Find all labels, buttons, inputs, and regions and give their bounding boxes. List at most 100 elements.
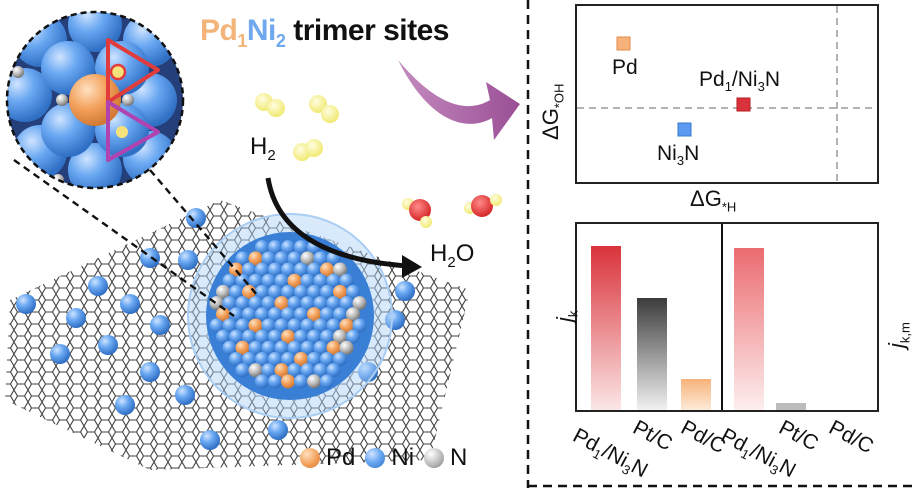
n-atom: [346, 307, 360, 322]
ni-atom: [287, 251, 302, 266]
ni-atom: [235, 273, 250, 288]
n-atom: [52, 174, 64, 186]
title-suffix: trimer sites: [293, 14, 449, 47]
ni-atom: [287, 296, 302, 311]
bar-chart-canvas: [591, 224, 806, 410]
scatter-label-pd1ni3n: Pd1/Ni3N: [699, 68, 780, 95]
trimer-site-triangle-1: [106, 38, 160, 104]
pd-atom: [307, 307, 321, 322]
ni-atom: [294, 284, 308, 299]
pd-atom: [287, 273, 302, 288]
ni-atom: [281, 262, 295, 277]
scatter-plot-canvas: [577, 6, 877, 182]
scatter-point-ni3n: [677, 122, 692, 137]
ni-atom: [268, 284, 282, 299]
ni-atom: [229, 307, 243, 322]
ni-atom: [346, 329, 360, 344]
ni-atom: [274, 340, 289, 355]
scatter-ylabel-sub: *OH: [551, 83, 567, 109]
activity-bar-chart: [575, 222, 879, 412]
ni-atom: [300, 318, 315, 333]
title-metal-a: Pd: [200, 14, 238, 47]
pd-atom: [294, 351, 308, 366]
ni-atom: [287, 340, 302, 355]
ni-atom: [261, 251, 276, 266]
ni-atom: [242, 262, 256, 277]
h2-label: H2: [250, 133, 276, 164]
n-atom: [300, 251, 315, 266]
ni-atom: [255, 374, 269, 389]
ni-atom: [313, 251, 328, 266]
ni-atom: [320, 329, 334, 344]
bar-right-ylabel: jk,m: [884, 322, 912, 348]
ni-atom: [313, 340, 328, 355]
ni-atom: [229, 284, 243, 299]
ni-atom: [320, 307, 334, 322]
n-atom: [122, 94, 134, 106]
bar-jk-ptc: [637, 298, 667, 410]
ni-atom: [242, 351, 256, 366]
ni-atom: [268, 329, 282, 344]
pd-atom: [248, 251, 263, 266]
ni-atom: [294, 329, 308, 344]
ni-atom: [339, 273, 354, 288]
h2o-molecules: [402, 194, 502, 228]
ni-atom: [235, 318, 250, 333]
h2o-label-tail: O: [455, 240, 475, 267]
ni-atom: [248, 273, 263, 288]
legend-ni-label: Ni: [391, 444, 415, 471]
ni-atom: [268, 307, 282, 322]
ni-atom: [209, 318, 224, 333]
h2o-label: H2O: [430, 240, 474, 271]
ni-atom-icon: [365, 448, 386, 468]
ni-atom: [320, 284, 334, 299]
title-metal-b: Ni: [246, 14, 277, 47]
legend-n-label: N: [450, 444, 468, 471]
ni-atom: [216, 329, 230, 344]
ni-atom: [281, 240, 295, 255]
pd-atom: [248, 318, 263, 333]
scatter-ylabel: ΔG*OH: [538, 84, 566, 140]
bar-right-ylabel-sub: k,m: [897, 322, 913, 344]
bar-left-ylabel-sub: k: [565, 310, 581, 318]
ni-atom: [300, 296, 315, 311]
ni-atom: [229, 351, 243, 366]
h2-label-sub: 2: [267, 146, 276, 164]
ni-atom: [7, 68, 52, 122]
ni-atom: [222, 318, 237, 333]
scatter-plot: Pd Pd1/Ni3N Ni3N: [575, 4, 879, 184]
ni-atom: [307, 329, 321, 344]
n-atom: [307, 374, 321, 389]
ni-atom: [248, 296, 263, 311]
zoom-guide-lines: [13, 159, 259, 317]
ni-atom: [229, 329, 243, 344]
ni-atom: [333, 351, 347, 366]
ni-atom: [300, 340, 315, 355]
ni-atom: [281, 284, 295, 299]
ni-atom: [313, 296, 328, 311]
pd-atom: [326, 340, 341, 355]
n-atom: [339, 340, 354, 355]
ni-atom: [326, 318, 341, 333]
n-atom-icon: [424, 448, 445, 468]
nanoparticle-atoms: [209, 240, 367, 389]
pd-atom-icon: [300, 448, 320, 468]
ni-atom: [333, 307, 347, 322]
pd-atom: [281, 374, 295, 389]
n-atom: [248, 363, 263, 378]
ni-atom: [274, 251, 289, 266]
pd-atom: [274, 363, 289, 378]
n-atom: [333, 262, 347, 277]
n-atom: [12, 66, 24, 78]
ni-atom: [294, 374, 308, 389]
curved-arrow-icon: [398, 60, 520, 140]
reaction-arrow-icon: [265, 177, 409, 269]
pd-atom: [339, 318, 354, 333]
scatter-xlabel-main: ΔG: [690, 186, 722, 211]
h2-molecules: [255, 93, 339, 161]
ni-atom: [255, 284, 269, 299]
pd-atom: [274, 296, 289, 311]
ni-atom: [261, 363, 276, 378]
n-atom: [216, 284, 230, 299]
h2-label-main: H: [250, 133, 268, 160]
